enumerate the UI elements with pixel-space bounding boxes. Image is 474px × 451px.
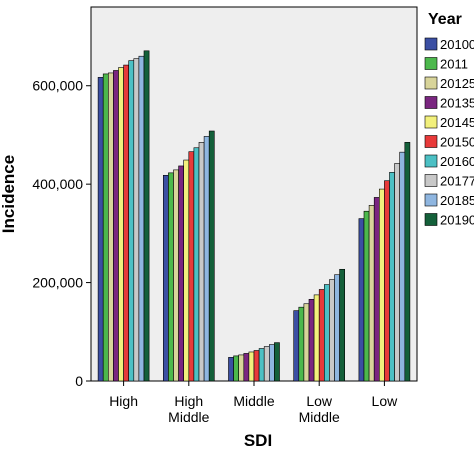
y-tick-label: 600,000: [32, 78, 83, 94]
bar-low-middle-20125: [303, 303, 310, 382]
bar-high-middle-20100: [163, 175, 169, 382]
bar-low-20100: [358, 218, 365, 382]
bar-high-middle-20150: [188, 151, 195, 382]
bar-low-middle-20190: [339, 268, 346, 382]
legend-swatch-20160: [424, 154, 438, 168]
legend-label-20177: 20177: [440, 174, 474, 189]
bar-high-20150: [123, 64, 129, 382]
bar-low-middle-2011: [298, 306, 305, 382]
legend-swatch-20135: [424, 96, 438, 109]
bar-low-20145: [378, 188, 385, 382]
x-axis: High High Middle Middle Low Middle Low: [109, 381, 398, 425]
bar-high-20185: [138, 55, 145, 382]
y-axis: 0 200,000 400,000 600,000: [32, 78, 91, 389]
bar-low-middle-20100: [293, 310, 300, 382]
x-tick-label-high: High: [109, 393, 138, 409]
bar-low-20135: [373, 197, 380, 382]
legend-swatch-20185: [424, 193, 438, 207]
legend-label-20185: 20185: [440, 193, 474, 208]
bar-high-2011: [102, 73, 109, 382]
bar-low-middle-20145: [313, 294, 320, 382]
bar-middle-20160: [258, 348, 265, 382]
x-tick-label-middle: Middle: [233, 393, 274, 409]
bar-middle-20100: [228, 357, 234, 382]
legend-swatch-20125: [424, 76, 438, 90]
bar-low-20125: [368, 205, 375, 382]
bar-high-middle-20190: [208, 130, 215, 382]
x-tick-label-low: Low: [372, 393, 399, 409]
bar-low-20150: [384, 180, 390, 382]
legend-label-20125: 20125: [440, 76, 474, 91]
legend-label-20100: 20100: [440, 37, 474, 52]
bar-high-20145: [118, 67, 124, 382]
bar-low-middle-20185: [334, 274, 340, 382]
bar-middle-20150: [253, 350, 260, 382]
x-tick-label-high-middle: High Middle: [168, 393, 209, 425]
bar-low-middle-20177: [329, 279, 335, 382]
bar-high-middle-20135: [178, 165, 185, 382]
x-tick-label-low-middle: Low Middle: [299, 393, 340, 425]
bar-low-20190: [404, 142, 411, 382]
bar-high-20125: [108, 72, 114, 382]
bar-high-middle-20185: [203, 136, 210, 382]
bar-low-2011: [363, 210, 370, 382]
bar-high-middle-20125: [173, 169, 179, 382]
bar-middle-20125: [238, 354, 245, 382]
x-axis-title: SDI: [244, 431, 272, 450]
y-tick-label: 400,000: [32, 176, 83, 192]
bar-high-middle-2011: [168, 172, 174, 382]
bar-middle-20135: [243, 353, 250, 382]
legend-label-20160: 20160: [440, 154, 474, 169]
bar-low-middle-20135: [308, 299, 315, 382]
y-tick-label: 200,000: [32, 275, 83, 291]
bar-high-20160: [128, 60, 135, 382]
bar-high-20190: [143, 50, 150, 382]
bar-high-20177: [133, 58, 140, 382]
y-axis-title: Incidence: [0, 155, 18, 233]
legend-label-20190: 20190: [440, 213, 474, 228]
legend-swatch-20150: [424, 135, 438, 148]
bar-low-20160: [389, 172, 395, 382]
bar-low-middle-20160: [323, 284, 330, 382]
bar-middle-20145: [248, 351, 255, 382]
bar-middle-20185: [268, 344, 275, 382]
bar-middle-20190: [274, 342, 280, 382]
legend-label-2011: 2011: [440, 57, 468, 72]
bar-middle-2011: [233, 355, 240, 382]
legend-swatch-20145: [424, 115, 438, 129]
bar-high-middle-20160: [193, 147, 200, 382]
bar-low-20185: [399, 151, 406, 382]
bar-middle-20177: [263, 346, 270, 382]
legend-label-20135: 20135: [440, 96, 474, 111]
bar-low-middle-20150: [318, 289, 325, 382]
bar-high-middle-20177: [198, 142, 205, 382]
legend-swatch-20100: [424, 37, 438, 51]
legend-swatch-2011: [424, 57, 438, 70]
legend-label-20145: 20145: [440, 115, 474, 130]
bar-group: [97, 50, 411, 382]
legend-swatch-20177: [424, 174, 438, 187]
bar-high-20135: [113, 70, 119, 382]
bar-low-20177: [394, 163, 401, 382]
legend: Year 20100 2011 20125 20135 20145 20150 20160 2…: [424, 11, 474, 228]
bar-high-20100: [97, 77, 104, 382]
bar-high-middle-20145: [183, 159, 190, 382]
y-tick-label: 0: [75, 373, 83, 389]
legend-title: Year: [428, 11, 462, 28]
legend-label-20150: 20150: [440, 135, 474, 150]
legend-swatch-20190: [424, 213, 438, 226]
